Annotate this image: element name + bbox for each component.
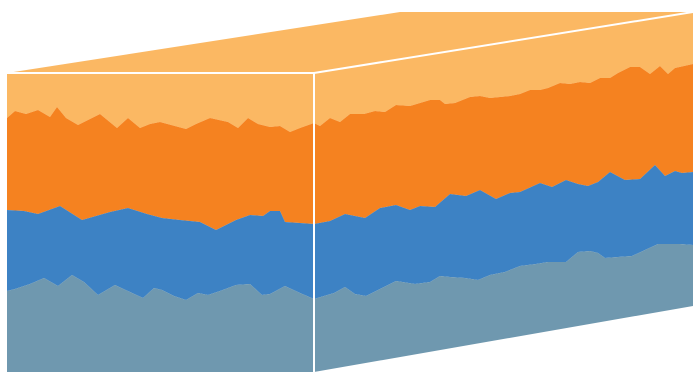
side-layer-4 [314, 244, 693, 372]
front-layer-3 [7, 206, 314, 300]
side-layer-1 [314, 12, 693, 126]
side-layer-3 [314, 165, 693, 299]
front-layer-2 [7, 107, 314, 230]
top-face [7, 12, 693, 73]
block-edges [7, 11, 693, 372]
front-layer-1 [7, 73, 314, 132]
front-layer-4 [7, 275, 314, 372]
side-layer-2 [314, 64, 693, 224]
